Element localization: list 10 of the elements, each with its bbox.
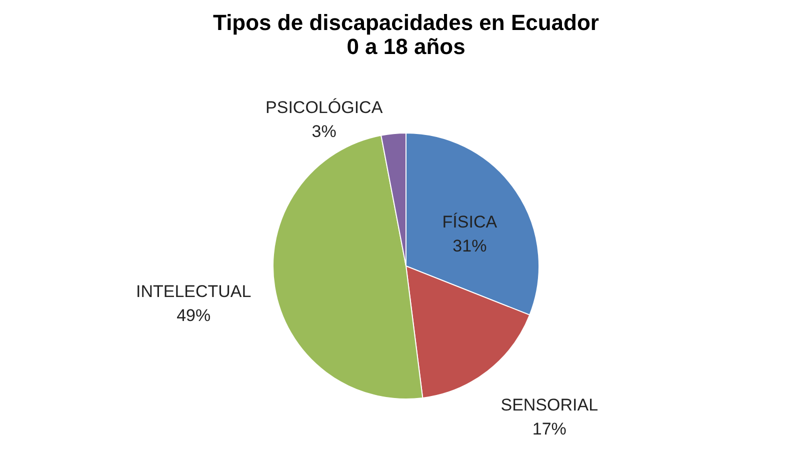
text: 0 a 18 años [346, 34, 466, 59]
data-label: 31% [452, 236, 487, 256]
slice-label: FÍSICA [442, 212, 498, 232]
slice-label: PSICOLÓGICA [266, 98, 384, 117]
data-label: 17% [532, 419, 566, 438]
data-label: 49% [176, 306, 211, 326]
data-label: 3% [312, 122, 336, 141]
slice-label: INTELECTUAL [136, 282, 252, 302]
slice-label: SENSORIAL [500, 395, 598, 414]
text: Tipos de discapacidades en Ecuador [213, 10, 599, 35]
